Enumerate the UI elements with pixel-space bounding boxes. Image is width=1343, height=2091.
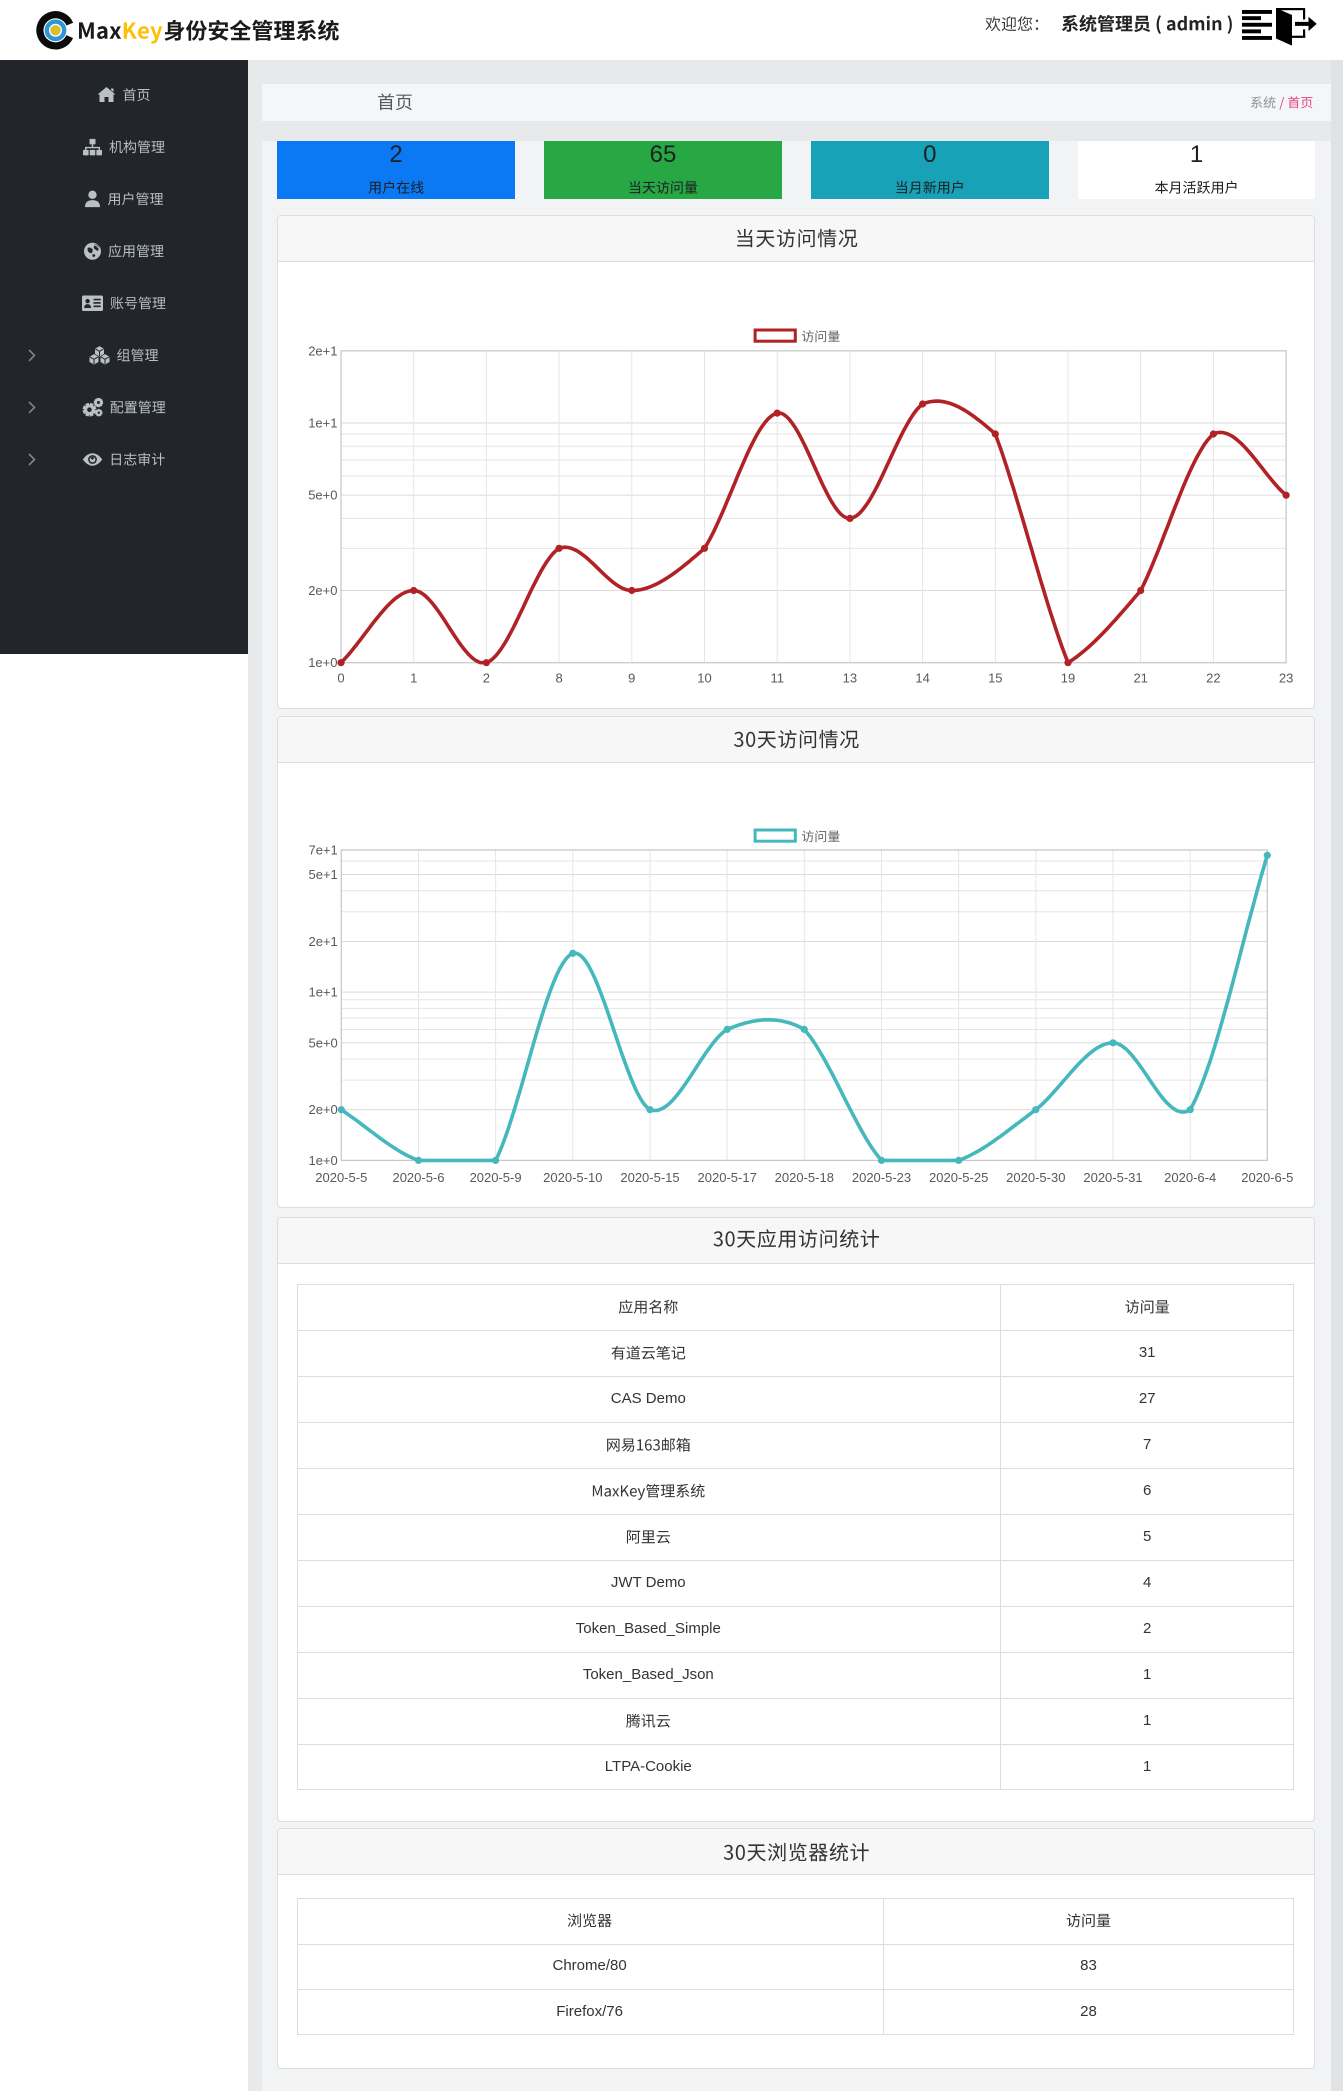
svg-text:15: 15 (988, 671, 1002, 686)
svg-text:2: 2 (483, 671, 490, 686)
svg-text:2020-5-18: 2020-5-18 (775, 1170, 834, 1185)
svg-text:2e+0: 2e+0 (309, 1102, 338, 1117)
svg-text:0: 0 (337, 671, 344, 686)
svg-text:2020-5-6: 2020-5-6 (392, 1170, 444, 1185)
svg-text:2020-5-9: 2020-5-9 (470, 1170, 522, 1185)
svg-text:2020-5-31: 2020-5-31 (1083, 1170, 1142, 1185)
svg-text:1e+0: 1e+0 (308, 655, 337, 670)
svg-text:2020-5-17: 2020-5-17 (698, 1170, 757, 1185)
svg-text:2020-5-15: 2020-5-15 (620, 1170, 679, 1185)
svg-text:2020-5-30: 2020-5-30 (1006, 1170, 1065, 1185)
svg-text:2020-5-23: 2020-5-23 (852, 1170, 911, 1185)
svg-text:9: 9 (628, 671, 635, 686)
svg-text:2020-5-5: 2020-5-5 (315, 1170, 367, 1185)
svg-text:5e+0: 5e+0 (309, 1035, 338, 1050)
svg-text:10: 10 (697, 671, 711, 686)
svg-text:7e+1: 7e+1 (309, 842, 338, 857)
svg-text:8: 8 (555, 671, 562, 686)
svg-text:2e+1: 2e+1 (308, 343, 337, 358)
svg-text:2020-6-5: 2020-6-5 (1241, 1170, 1293, 1185)
svg-text:14: 14 (915, 671, 929, 686)
svg-text:2e+1: 2e+1 (309, 934, 338, 949)
svg-text:2e+0: 2e+0 (308, 583, 337, 598)
svg-text:2020-5-10: 2020-5-10 (543, 1170, 602, 1185)
svg-text:5e+1: 5e+1 (309, 867, 338, 882)
svg-text:21: 21 (1133, 671, 1147, 686)
svg-text:5e+0: 5e+0 (308, 488, 337, 503)
svg-text:2020-5-25: 2020-5-25 (929, 1170, 988, 1185)
svg-text:23: 23 (1279, 671, 1293, 686)
svg-text:1e+1: 1e+1 (308, 416, 337, 431)
svg-text:1e+1: 1e+1 (309, 985, 338, 1000)
svg-text:22: 22 (1206, 671, 1220, 686)
svg-text:19: 19 (1061, 671, 1075, 686)
svg-text:1: 1 (410, 671, 417, 686)
svg-text:1e+0: 1e+0 (309, 1153, 338, 1168)
svg-text:2020-6-4: 2020-6-4 (1164, 1170, 1216, 1185)
svg-text:11: 11 (770, 671, 784, 686)
svg-text:13: 13 (843, 671, 857, 686)
